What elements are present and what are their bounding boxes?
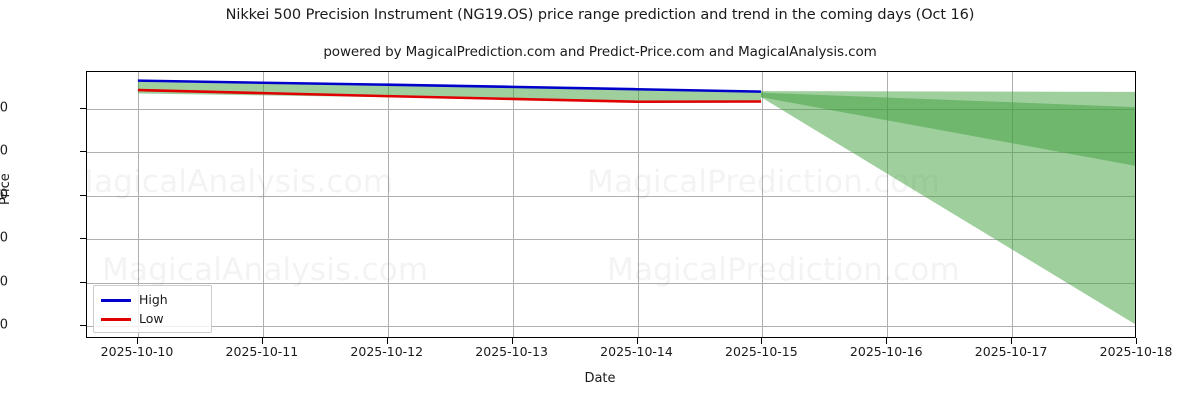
y-tick-mark: [80, 107, 86, 109]
series-line-high: [137, 79, 762, 93]
y-tick-label: 18000: [0, 143, 8, 159]
legend-item-high[interactable]: High: [101, 291, 204, 310]
chart-title: Nikkei 500 Precision Instrument (NG19.OS…: [225, 7, 975, 23]
x-tick-label: 2025-10-17: [974, 344, 1048, 359]
gridline-horizontal: [87, 239, 1135, 241]
x-tick-label: 2025-10-13: [475, 344, 548, 359]
gridline-horizontal: [87, 282, 1135, 284]
x-tick-label: 2025-10-16: [849, 344, 923, 359]
x-tick-mark: [1011, 338, 1013, 344]
x-tick-label: 2025-10-12: [350, 344, 424, 359]
gridline-horizontal: [87, 325, 1135, 327]
x-tick-label: 2025-10-10: [100, 344, 174, 359]
gridline-vertical: [637, 72, 639, 337]
gridline-vertical: [387, 72, 389, 337]
legend-label-low: Low: [139, 311, 164, 327]
x-tick-mark: [511, 338, 513, 344]
plot-area: MagicalAnalysis.comMagicalPrediction.com…: [86, 71, 1136, 338]
gridline-horizontal: [87, 195, 1135, 197]
series-layer: [137, 79, 1135, 325]
historical-range-band: [137, 81, 762, 103]
chart-subtitle: powered by MagicalPrediction.com and Pre…: [323, 44, 877, 60]
gridline-vertical: [512, 72, 514, 337]
y-tick-mark: [80, 194, 86, 196]
gridline-vertical: [762, 72, 764, 337]
legend-swatch-high: [101, 299, 131, 302]
gridline-vertical: [262, 72, 264, 337]
x-tick-mark: [261, 338, 263, 344]
x-tick-mark: [886, 338, 888, 344]
x-tick-label: 2025-10-15: [725, 344, 798, 359]
y-tick-label: 16000: [0, 187, 8, 203]
x-tick-mark: [761, 338, 763, 344]
series-lines-group: [137, 79, 762, 104]
y-tick-label: 10000: [0, 317, 8, 333]
x-tick-mark: [1136, 338, 1137, 344]
range-bands-group: [137, 81, 1135, 325]
gridline-horizontal: [87, 152, 1135, 154]
x-tick-mark: [386, 338, 388, 344]
y-tick-label: 14000: [0, 230, 8, 246]
y-tick-label: 20000: [0, 100, 8, 116]
x-tick-label: 2025-10-18: [1099, 344, 1173, 359]
x-tick-mark: [137, 338, 138, 344]
gridline-horizontal: [87, 108, 1135, 110]
legend-item-low[interactable]: Low: [101, 310, 204, 329]
series-line-low: [137, 88, 762, 104]
gridline-vertical: [887, 72, 889, 337]
y-tick-mark: [80, 281, 86, 283]
gridline-vertical: [138, 72, 139, 337]
prediction-cone-outer: [761, 91, 1135, 325]
x-tick-label: 2025-10-11: [225, 344, 299, 359]
x-tick-label: 2025-10-14: [600, 344, 673, 359]
legend-swatch-low: [101, 318, 131, 321]
y-tick-mark: [80, 151, 86, 153]
chart-legend: High Low: [93, 285, 212, 333]
y-tick-mark: [80, 324, 86, 326]
x-tick-mark: [636, 338, 638, 344]
y-tick-mark: [80, 238, 86, 240]
y-tick-label: 12000: [0, 274, 8, 290]
x-axis-label: Date: [584, 371, 616, 386]
prediction-cone-inner: [761, 92, 1135, 166]
legend-label-high: High: [139, 292, 168, 308]
